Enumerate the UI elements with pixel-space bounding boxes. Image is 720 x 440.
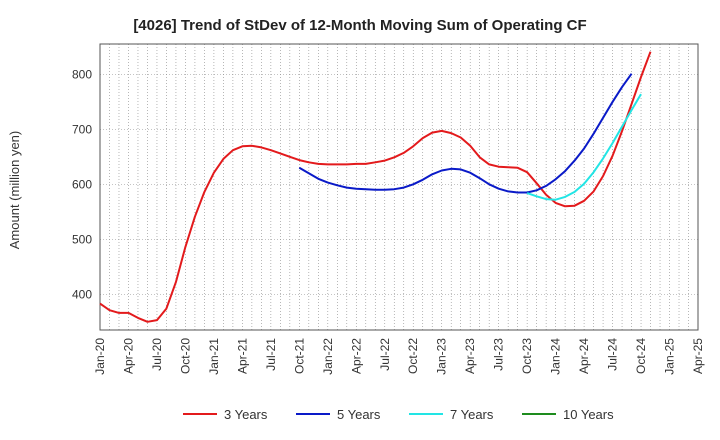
x-tick-label: Oct-20 bbox=[178, 338, 192, 374]
x-tick-label: Apr-24 bbox=[577, 338, 591, 374]
series-line-3-years bbox=[99, 51, 652, 323]
x-tick-label: Oct-22 bbox=[406, 338, 420, 374]
x-tick-label: Oct-23 bbox=[520, 338, 534, 374]
y-tick-label: 500 bbox=[72, 232, 92, 246]
series-layer bbox=[99, 51, 652, 323]
x-tick-label: Jul-20 bbox=[150, 338, 164, 371]
legend-label: 5 Years bbox=[337, 407, 381, 422]
y-tick-label: 600 bbox=[72, 177, 92, 191]
legend: 3 Years 5 Years 7 Years 10 Years bbox=[183, 407, 614, 422]
x-tick-label: Apr-23 bbox=[463, 338, 477, 374]
legend-label: 3 Years bbox=[224, 407, 268, 422]
x-tick-label: Jan-20 bbox=[93, 338, 107, 375]
chart-title: [4026] Trend of StDev of 12-Month Moving… bbox=[133, 17, 586, 34]
x-tick-label: Apr-22 bbox=[349, 338, 363, 374]
y-axis: 400 500 600 700 800 bbox=[72, 67, 92, 301]
x-tick-label: Jan-21 bbox=[207, 338, 221, 375]
series-line-5-years bbox=[298, 73, 633, 194]
y-tick-label: 700 bbox=[72, 122, 92, 136]
y-tick-label: 400 bbox=[72, 287, 92, 301]
x-tick-label: Jan-22 bbox=[321, 338, 335, 375]
x-tick-label: Oct-21 bbox=[292, 338, 306, 374]
x-tick-label: Jan-23 bbox=[435, 338, 449, 375]
grid-lines bbox=[100, 44, 698, 330]
series-line-7-years bbox=[526, 93, 642, 201]
x-axis: Jan-20 Apr-20 Jul-20 Oct-20 Jan-21 Apr-21 Jul-… bbox=[93, 338, 705, 375]
x-tick-label: Jul-24 bbox=[606, 338, 620, 371]
x-tick-label: Jan-25 bbox=[663, 338, 677, 375]
x-tick-label: Apr-25 bbox=[691, 338, 705, 374]
legend-label: 7 Years bbox=[450, 407, 494, 422]
x-tick-label: Jul-22 bbox=[378, 338, 392, 371]
x-tick-label: Oct-24 bbox=[634, 338, 648, 374]
x-tick-label: Apr-21 bbox=[235, 338, 249, 374]
x-tick-label: Jul-23 bbox=[492, 338, 506, 371]
x-tick-label: Jan-24 bbox=[549, 338, 563, 375]
y-tick-label: 800 bbox=[72, 67, 92, 81]
x-tick-label: Apr-20 bbox=[121, 338, 135, 374]
plot-area bbox=[99, 43, 699, 331]
legend-label: 10 Years bbox=[563, 407, 614, 422]
y-axis-label: Amount (million yen) bbox=[7, 131, 22, 250]
x-tick-label: Jul-21 bbox=[264, 338, 278, 371]
